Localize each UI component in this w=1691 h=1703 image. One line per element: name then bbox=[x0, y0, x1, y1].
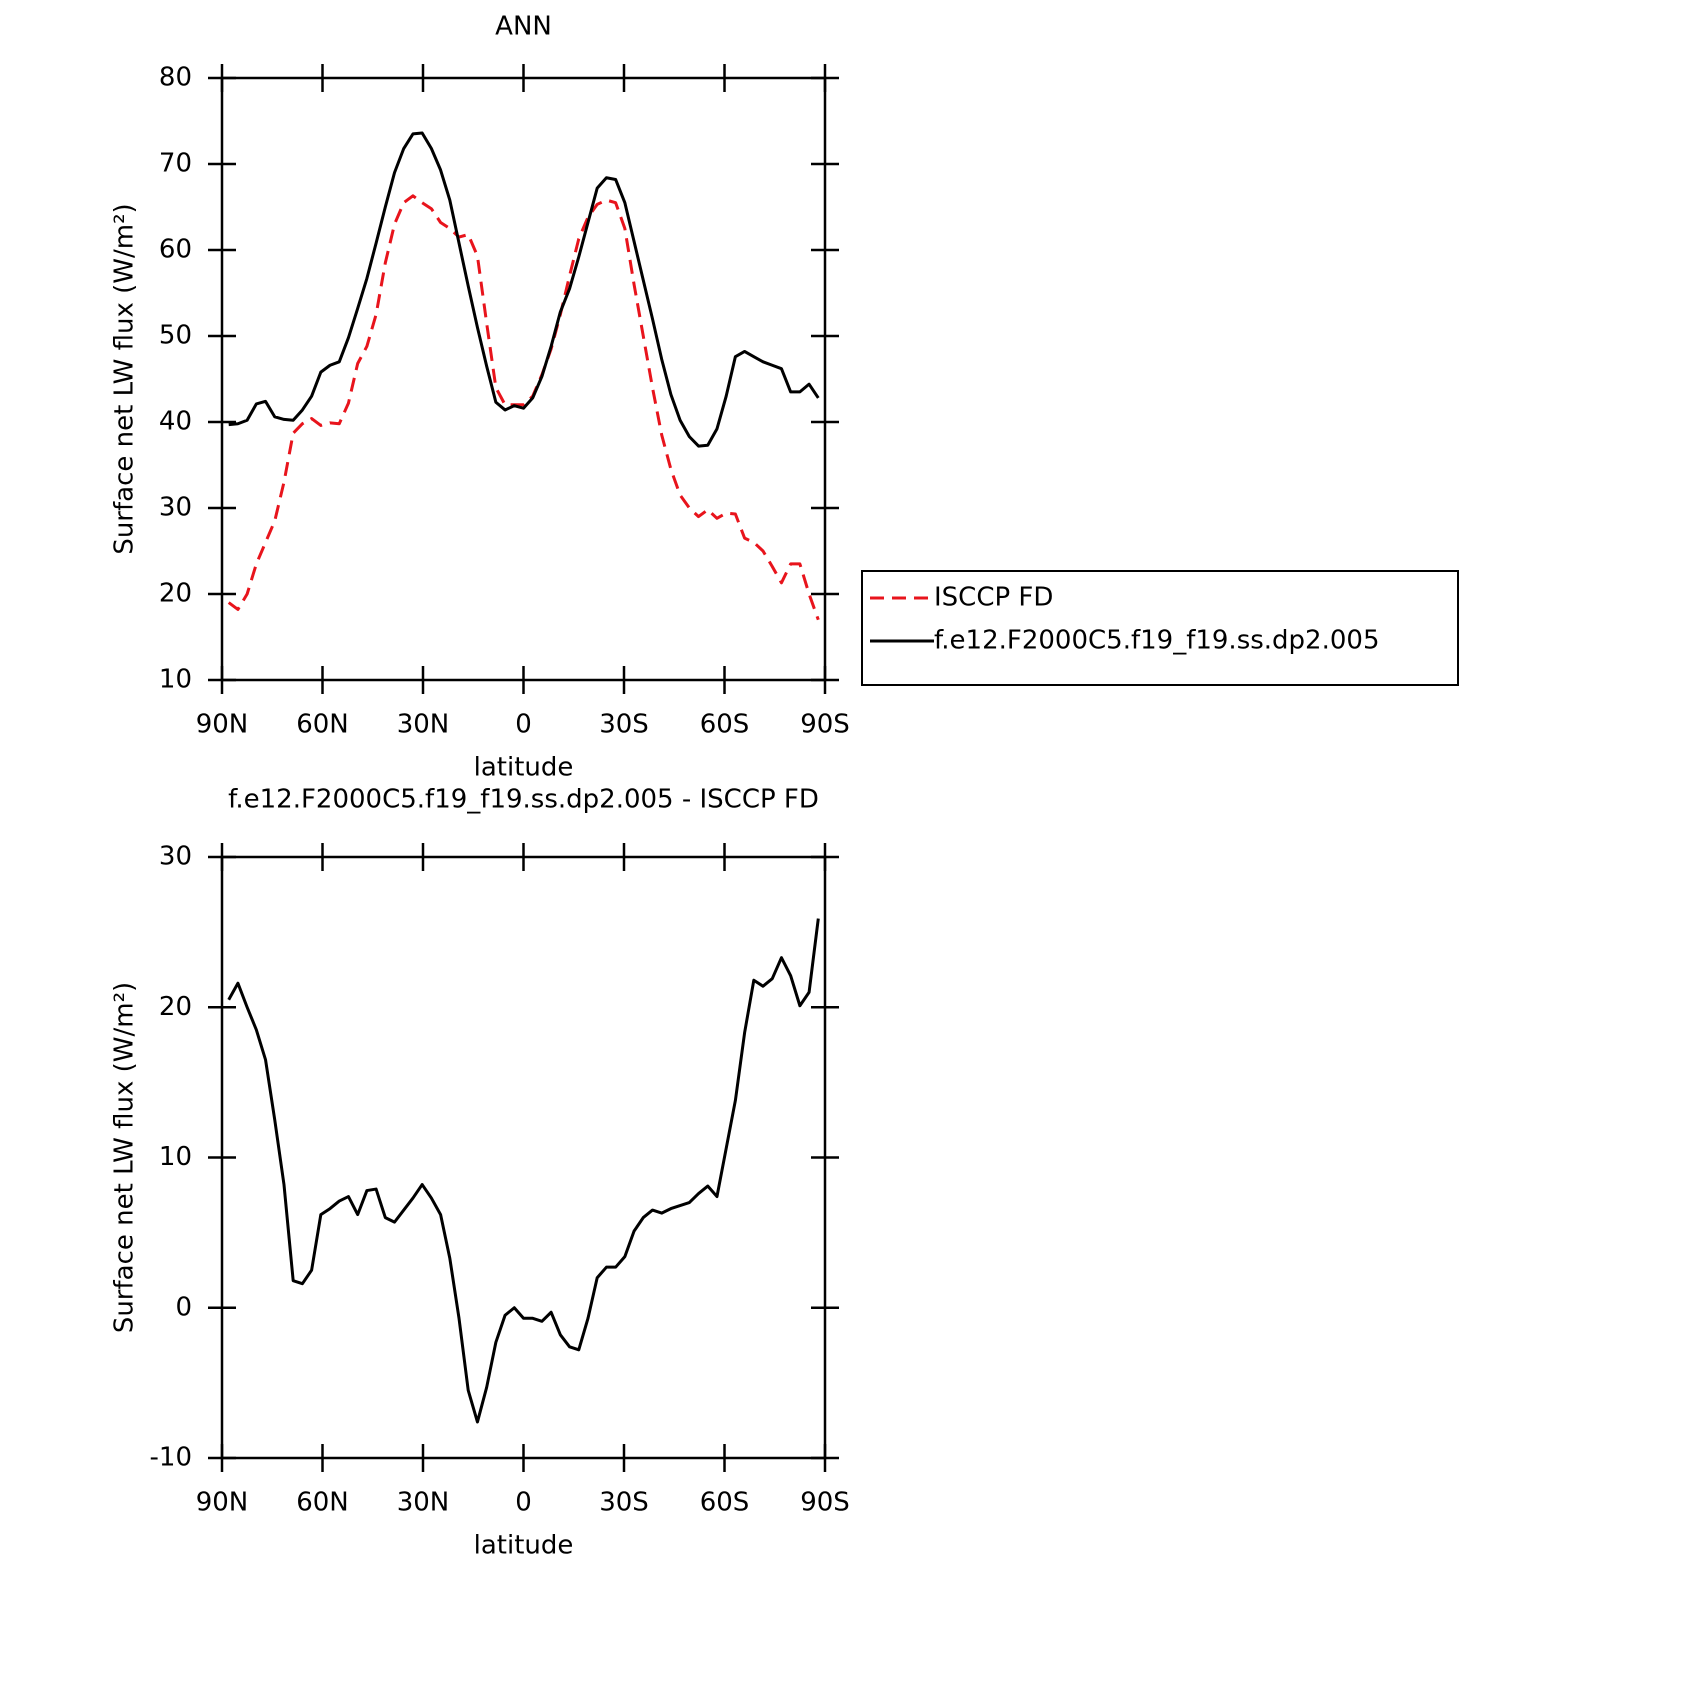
y-axis-label: Surface net LW flux (W/m²) bbox=[110, 203, 140, 554]
data-line bbox=[227, 918, 820, 1424]
x-tick-label: 30S bbox=[599, 1488, 649, 1518]
x-tick-label: 90S bbox=[800, 1488, 850, 1518]
legend-label: ISCCP FD bbox=[934, 583, 1053, 613]
y-tick-label: -10 bbox=[150, 1443, 192, 1473]
y-tick-label: 50 bbox=[159, 321, 192, 351]
y-tick-label: 30 bbox=[159, 493, 192, 523]
legend-box bbox=[861, 570, 1459, 686]
y-tick-label: 60 bbox=[159, 235, 192, 265]
data-line bbox=[227, 194, 820, 621]
plot-frame bbox=[220, 76, 827, 682]
y-tick-label: 10 bbox=[159, 665, 192, 695]
data-line bbox=[228, 131, 820, 448]
y-tick-label: 30 bbox=[159, 842, 192, 872]
x-tick-label: 0 bbox=[515, 710, 532, 740]
y-tick-label: 10 bbox=[159, 1142, 192, 1172]
x-tick-label: 30N bbox=[397, 710, 450, 740]
x-tick-label: 0 bbox=[515, 1488, 532, 1518]
x-tick-label: 30N bbox=[397, 1488, 450, 1518]
chart-title: f.e12.F2000C5.f19_f19.ss.dp2.005 - ISCCP… bbox=[228, 785, 819, 815]
y-tick-label: 20 bbox=[159, 992, 192, 1022]
x-tick-label: 60S bbox=[700, 710, 750, 740]
x-tick-label: 90S bbox=[800, 710, 850, 740]
x-tick-label: 60N bbox=[296, 710, 349, 740]
x-tick-label: 60N bbox=[296, 1488, 349, 1518]
y-tick-label: 80 bbox=[159, 63, 192, 93]
x-tick-label: 90N bbox=[196, 1488, 249, 1518]
x-tick-label: 90N bbox=[196, 710, 249, 740]
legend-label: f.e12.F2000C5.f19_f19.ss.dp2.005 bbox=[934, 626, 1380, 656]
chart-title: ANN bbox=[495, 12, 552, 42]
y-tick-label: 70 bbox=[159, 149, 192, 179]
y-tick-label: 40 bbox=[159, 407, 192, 437]
y-tick-label: 20 bbox=[159, 579, 192, 609]
plot-frame bbox=[220, 855, 827, 1460]
x-axis-label: latitude bbox=[474, 1531, 574, 1561]
x-axis-label: latitude bbox=[474, 753, 574, 783]
y-tick-label: 0 bbox=[175, 1292, 192, 1322]
x-tick-label: 30S bbox=[599, 710, 649, 740]
y-axis-label: Surface net LW flux (W/m²) bbox=[110, 982, 140, 1333]
x-tick-label: 60S bbox=[700, 1488, 750, 1518]
